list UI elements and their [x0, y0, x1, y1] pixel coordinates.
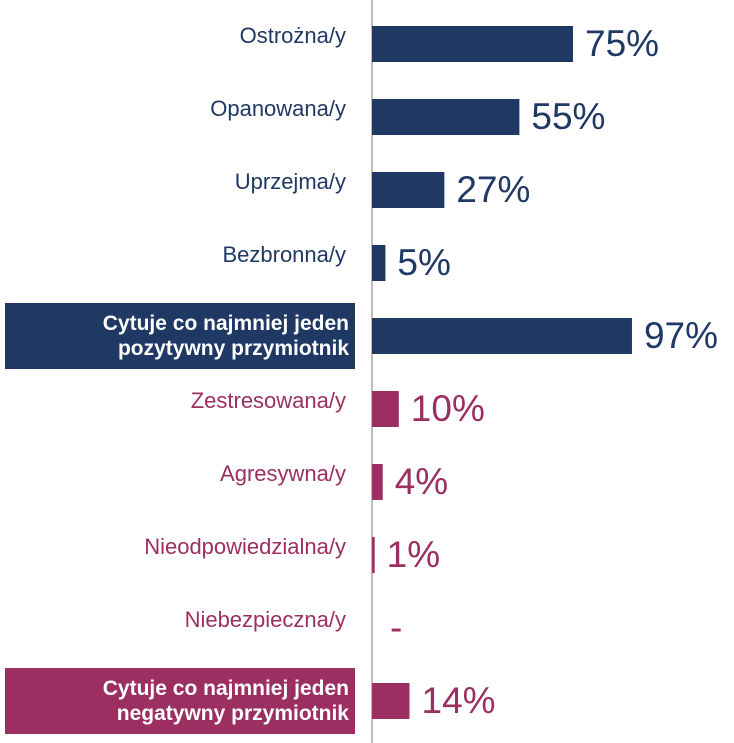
bar: [372, 172, 445, 208]
bar: [372, 245, 386, 281]
category-label: Agresywna/y: [220, 461, 346, 486]
value-label: 10%: [411, 388, 485, 429]
summary-label: Cytuje co najmniej jeden pozytywny przym…: [5, 303, 355, 370]
bar: [372, 683, 410, 719]
value-label: 1%: [387, 534, 440, 575]
bar: [372, 391, 399, 427]
category-label: Opanowana/y: [210, 96, 346, 121]
category-label: Bezbronna/y: [222, 242, 346, 267]
category-label: Nieodpowiedzialna/y: [144, 534, 346, 559]
summary-label: Cytuje co najmniej jeden negatywny przym…: [5, 668, 355, 735]
value-label: 27%: [456, 169, 530, 210]
value-label: -: [390, 607, 402, 648]
value-label: 55%: [531, 96, 605, 137]
bar: [372, 26, 573, 62]
bar: [372, 318, 632, 354]
category-label: Zestresowana/y: [190, 388, 346, 413]
bar: [372, 537, 375, 573]
bar: [372, 464, 383, 500]
value-label: 75%: [585, 23, 659, 64]
value-label: 14%: [422, 680, 496, 721]
value-label: 5%: [397, 242, 450, 283]
category-label: Uprzejma/y: [234, 169, 346, 194]
category-label: Niebezpieczna/y: [184, 607, 346, 632]
category-label: Ostrożna/y: [239, 23, 346, 48]
value-label: 97%: [644, 315, 718, 356]
bar: [372, 99, 520, 135]
value-label: 4%: [395, 461, 448, 502]
